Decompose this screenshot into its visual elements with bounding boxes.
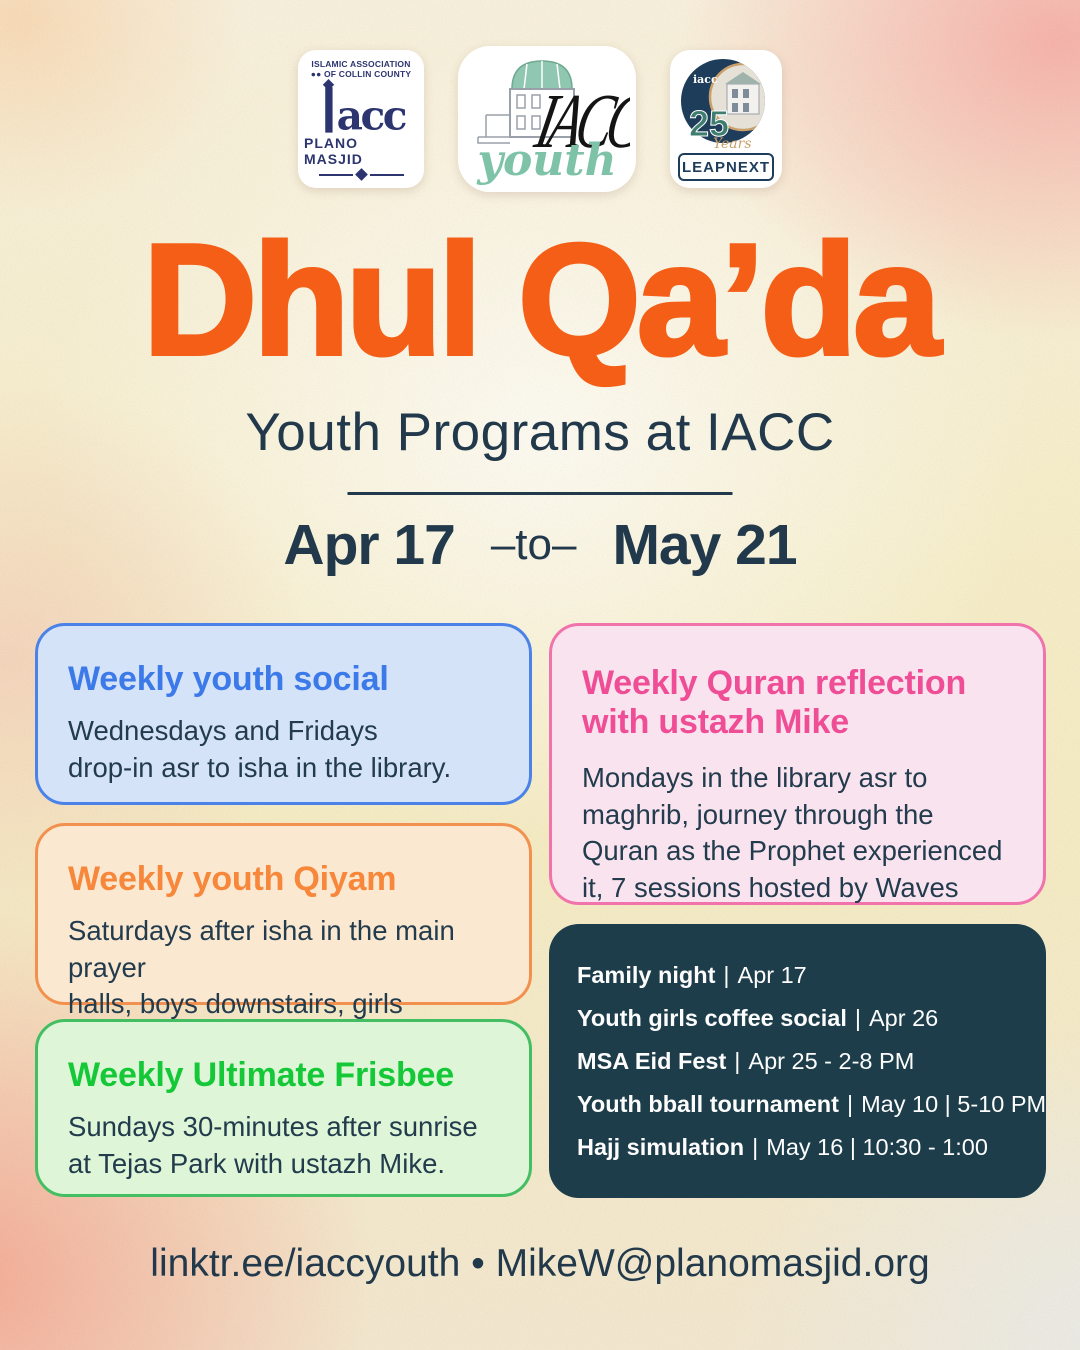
logo-row: ISLAMIC ASSOCIATION ●● OF COLLIN COUNTY … bbox=[0, 46, 1080, 192]
masjid-logo-ornament-icon bbox=[318, 168, 404, 181]
date-start: Apr 17 bbox=[283, 513, 455, 577]
date-range: Apr 17 –to– May 21 bbox=[0, 512, 1080, 578]
card-weekly-youth-social: Weekly youth social Wednesdays and Frida… bbox=[35, 623, 532, 805]
card-title: Weekly youth Qiyam bbox=[68, 860, 397, 898]
card-special-events: Family night | Apr 17 Youth girls coffee s… bbox=[549, 924, 1046, 1198]
event-details: Apr 17 bbox=[737, 961, 807, 988]
masjid-logo-name: PLANO MASJID bbox=[304, 135, 363, 167]
event-details: May 10 | 5-10 PM bbox=[861, 1090, 1047, 1117]
page-subtitle: Youth Programs at IACC bbox=[245, 403, 835, 462]
event-row: Youth girls coffee social | Apr 26 bbox=[577, 1005, 1018, 1032]
iacc-calligraphy-icon: acc bbox=[322, 79, 408, 133]
leapnext-years-text: Years bbox=[713, 136, 752, 152]
leapnext-wordmark: LEAPNEXT bbox=[682, 159, 770, 176]
event-separator: | bbox=[734, 1047, 741, 1074]
masjid-logo-org-line1: ISLAMIC ASSOCIATION bbox=[311, 59, 411, 69]
card-body: Sundays 30-minutes after sunrise at Teja… bbox=[68, 1111, 478, 1179]
youth-script-text: youth bbox=[476, 135, 616, 185]
masjid-dome-icon bbox=[477, 60, 575, 144]
svg-text:acc: acc bbox=[337, 92, 406, 133]
card-title: Weekly Ultimate Frisbee bbox=[68, 1056, 454, 1094]
leapnext-25-years-logo: iacc 25 Years LEAPNEXT bbox=[670, 50, 782, 188]
svg-text:IACC: IACC bbox=[528, 77, 630, 164]
event-row: Hajj simulation | May 16 | 10:30 - 1:00 bbox=[577, 1134, 1018, 1161]
event-separator: | bbox=[854, 1004, 861, 1031]
subtitle-divider bbox=[347, 492, 733, 495]
event-name: Family night bbox=[577, 961, 716, 988]
event-details: May 16 | 10:30 - 1:00 bbox=[766, 1133, 988, 1160]
masjid-photo-circle bbox=[708, 62, 765, 132]
event-separator: | bbox=[846, 1090, 854, 1117]
event-name: Youth girls coffee social bbox=[577, 1004, 847, 1031]
iacc-script-text: IACC bbox=[528, 77, 630, 164]
card-weekly-quran-reflection: Weekly Quran reflection with ustazh Mike… bbox=[549, 623, 1046, 905]
card-body: Mondays in the library asr to maghrib, j… bbox=[582, 762, 1003, 903]
event-details: Apr 26 bbox=[868, 1004, 939, 1031]
masjid-logo-org-text: ISLAMIC ASSOCIATION ●● OF COLLIN COUNTY bbox=[311, 59, 411, 79]
event-row: Youth bball tournament | May 10 | 5-10 PM bbox=[577, 1090, 1046, 1118]
card-body: Wednesdays and Fridays drop-in asr to is… bbox=[68, 715, 452, 783]
leapnext-25-text: 25 bbox=[689, 103, 729, 144]
event-separator: | bbox=[752, 1133, 759, 1160]
contact-links: linktr.ee/iaccyouth • MikeW@planomasjid.… bbox=[150, 1242, 930, 1285]
date-end: May 21 bbox=[612, 513, 797, 577]
event-name: Hajj simulation bbox=[577, 1133, 745, 1160]
event-row: MSA Eid Fest | Apr 25 - 2-8 PM bbox=[577, 1048, 1018, 1075]
iacc-youth-logo-art: IACC youth bbox=[476, 60, 630, 185]
event-name: Youth bball tournament bbox=[577, 1090, 839, 1117]
leapnext-logo-art: iacc 25 Years LEAPNEXT bbox=[678, 59, 774, 181]
card-weekly-youth-qiyam: Weekly youth Qiyam Saturdays after isha … bbox=[35, 823, 532, 1056]
page-title: Dhul Qa’da bbox=[141, 211, 943, 389]
iacc-youth-logo: IACC youth bbox=[458, 46, 636, 192]
event-row: Family night | Apr 17 bbox=[577, 962, 1018, 989]
event-name: MSA Eid Fest bbox=[577, 1047, 727, 1074]
card-title: Weekly Quran reflection with ustazh Mike bbox=[582, 664, 967, 742]
date-connector: –to– bbox=[490, 520, 577, 569]
card-title: Weekly youth social bbox=[68, 660, 389, 698]
card-weekly-ultimate-frisbee: Weekly Ultimate Frisbee Sundays 30-minut… bbox=[35, 1019, 532, 1197]
event-details: Apr 25 - 2-8 PM bbox=[748, 1047, 915, 1074]
leapnext-iacc-text: iacc bbox=[693, 73, 718, 86]
event-separator: | bbox=[723, 961, 730, 988]
masjid-logo-org-line2: ●● OF COLLIN COUNTY bbox=[310, 69, 412, 80]
iacc-plano-masjid-logo: ISLAMIC ASSOCIATION ●● OF COLLIN COUNTY … bbox=[298, 50, 424, 188]
